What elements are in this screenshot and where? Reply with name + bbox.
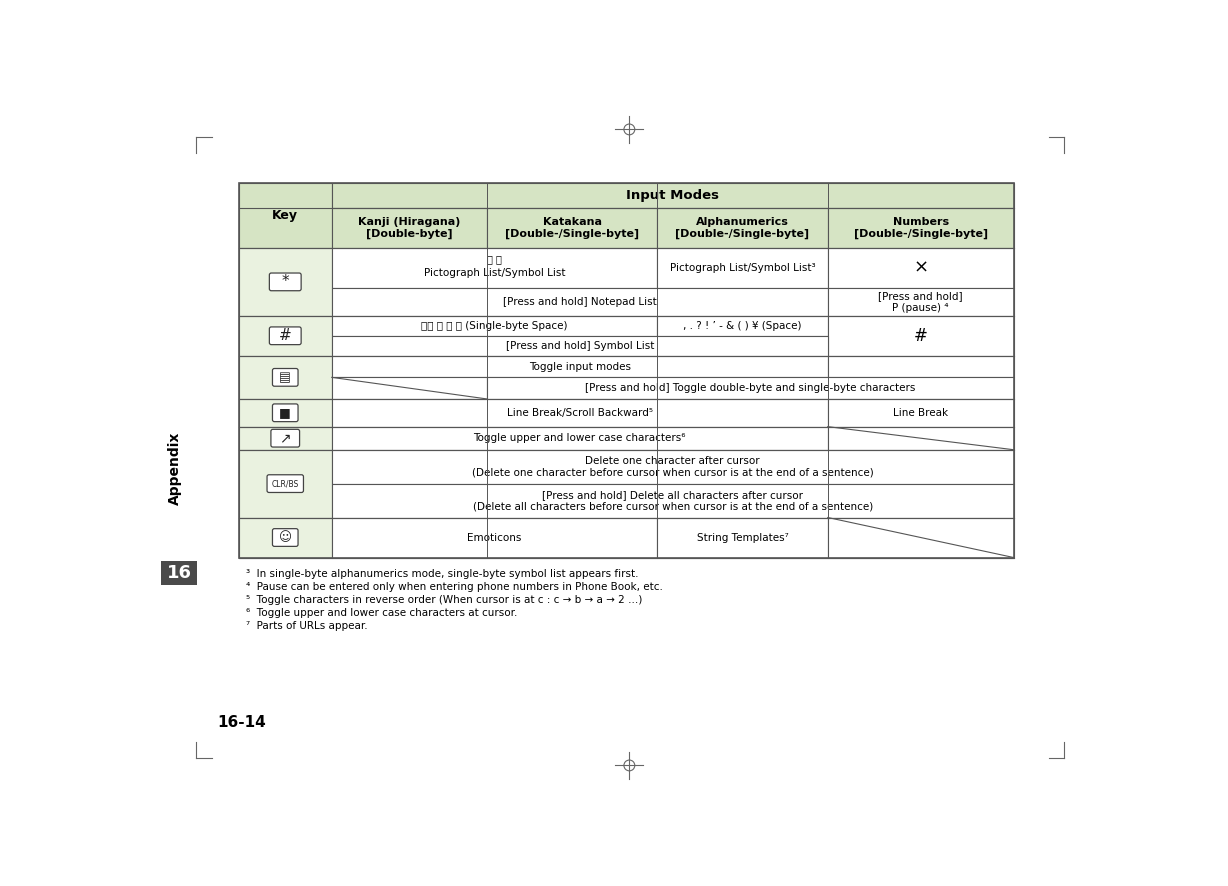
Bar	[828, 517, 1014, 557]
Bar	[828, 288, 1014, 315]
Text: Alphanumerics
[Double-/Single-byte]: Alphanumerics [Double-/Single-byte]	[675, 217, 809, 239]
Bar	[238, 517, 332, 557]
Bar	[828, 427, 1014, 450]
Bar	[828, 399, 1014, 427]
Text: [Press and hold]
P (pause) ⁴: [Press and hold] P (pause) ⁴	[878, 291, 963, 313]
Text: Pictograph List/Symbol List: Pictograph List/Symbol List	[424, 268, 565, 277]
Bar	[238, 315, 332, 356]
Bar	[332, 208, 486, 248]
Bar	[332, 288, 828, 315]
Bar	[332, 356, 828, 377]
Text: Numbers
[Double-/Single-byte]: Numbers [Double-/Single-byte]	[853, 217, 987, 239]
Text: Input Modes: Input Modes	[626, 189, 720, 202]
Text: *: *	[281, 275, 289, 290]
FancyBboxPatch shape	[269, 327, 301, 345]
FancyBboxPatch shape	[266, 475, 303, 493]
Bar	[238, 183, 1014, 557]
Text: [Press and hold] Toggle double-byte and single-byte characters: [Press and hold] Toggle double-byte and …	[585, 383, 915, 393]
Bar	[332, 315, 657, 336]
Bar	[332, 248, 657, 288]
Text: CLR/BS: CLR/BS	[271, 479, 298, 488]
Text: #: #	[279, 329, 291, 343]
Text: ☺: ☺	[279, 531, 292, 544]
Text: #: #	[914, 327, 927, 345]
Bar	[238, 248, 332, 315]
Bar	[332, 484, 1014, 517]
FancyBboxPatch shape	[273, 529, 298, 547]
Text: [Press and hold] Delete all characters after cursor
(Delete all characters befor: [Press and hold] Delete all characters a…	[473, 490, 873, 511]
Bar	[238, 183, 332, 248]
Bar	[332, 336, 828, 356]
Text: Toggle upper and lower case characters⁶: Toggle upper and lower case characters⁶	[474, 433, 686, 443]
Text: ▤: ▤	[280, 371, 291, 384]
Bar	[828, 356, 1014, 377]
Text: ⁷  Parts of URLs appear.: ⁷ Parts of URLs appear.	[247, 621, 368, 632]
Text: ⁴  Pause can be entered only when entering phone numbers in Phone Book, etc.: ⁴ Pause can be entered only when enterin…	[247, 582, 663, 592]
Text: Line Break: Line Break	[893, 408, 948, 418]
Bar	[486, 208, 657, 248]
Text: ゛ ゜: ゛ ゜	[488, 253, 502, 264]
Text: Pictograph List/Symbol List³: Pictograph List/Symbol List³	[669, 263, 815, 273]
Bar	[828, 248, 1014, 288]
Text: ⁵  Toggle characters in reverse order (When cursor is at c : c → b → a → 2 …): ⁵ Toggle characters in reverse order (Wh…	[247, 595, 643, 605]
Bar	[238, 450, 332, 517]
Bar	[657, 315, 828, 336]
Text: , . ? ! ’ - & ( ) ¥ (Space): , . ? ! ’ - & ( ) ¥ (Space)	[683, 321, 802, 330]
FancyBboxPatch shape	[271, 430, 300, 447]
Bar	[657, 248, 828, 288]
Bar	[657, 517, 828, 557]
Bar	[828, 208, 1014, 248]
Text: String Templates⁷: String Templates⁷	[696, 532, 788, 542]
Bar	[238, 356, 332, 399]
Text: [Press and hold] Symbol List: [Press and hold] Symbol List	[506, 341, 655, 351]
Bar	[332, 377, 486, 399]
FancyBboxPatch shape	[273, 369, 298, 386]
Bar	[828, 315, 1014, 356]
Bar	[332, 183, 1014, 208]
Text: Delete one character after cursor
(Delete one character before cursor when curso: Delete one character after cursor (Delet…	[472, 456, 873, 478]
FancyBboxPatch shape	[273, 404, 298, 422]
Text: [Press and hold] Notepad List: [Press and hold] Notepad List	[503, 297, 657, 307]
Text: ³  In single-byte alphanumerics mode, single-byte symbol list appears first.: ³ In single-byte alphanumerics mode, sin…	[247, 569, 639, 579]
Bar	[161, 561, 196, 586]
Text: 16: 16	[167, 564, 192, 582]
Bar	[238, 399, 332, 427]
Text: Toggle input modes: Toggle input modes	[529, 361, 631, 371]
Text: Key: Key	[273, 209, 298, 222]
Bar	[332, 517, 657, 557]
Text: ↗: ↗	[280, 431, 291, 445]
Text: Kanji (Hiragana)
[Double-byte]: Kanji (Hiragana) [Double-byte]	[359, 217, 460, 239]
Text: Emoticons: Emoticons	[468, 532, 522, 542]
Text: ■: ■	[280, 407, 291, 419]
Bar	[332, 427, 828, 450]
Text: Line Break/Scroll Backward⁵: Line Break/Scroll Backward⁵	[507, 408, 653, 418]
Text: 16-14: 16-14	[217, 715, 265, 730]
Text: Katakana
[Double-/Single-byte]: Katakana [Double-/Single-byte]	[505, 217, 639, 239]
FancyBboxPatch shape	[269, 273, 301, 291]
Bar	[332, 450, 1014, 484]
Text: 、。 ？ ！ ・ (Single-byte Space): 、。 ？ ！ ・ (Single-byte Space)	[421, 321, 567, 330]
Bar	[486, 377, 1014, 399]
Text: Appendix: Appendix	[168, 431, 182, 505]
Bar	[332, 399, 828, 427]
Bar	[238, 427, 332, 450]
Bar	[657, 208, 828, 248]
Text: ×: ×	[914, 259, 928, 277]
Text: ⁶  Toggle upper and lower case characters at cursor.: ⁶ Toggle upper and lower case characters…	[247, 609, 518, 618]
